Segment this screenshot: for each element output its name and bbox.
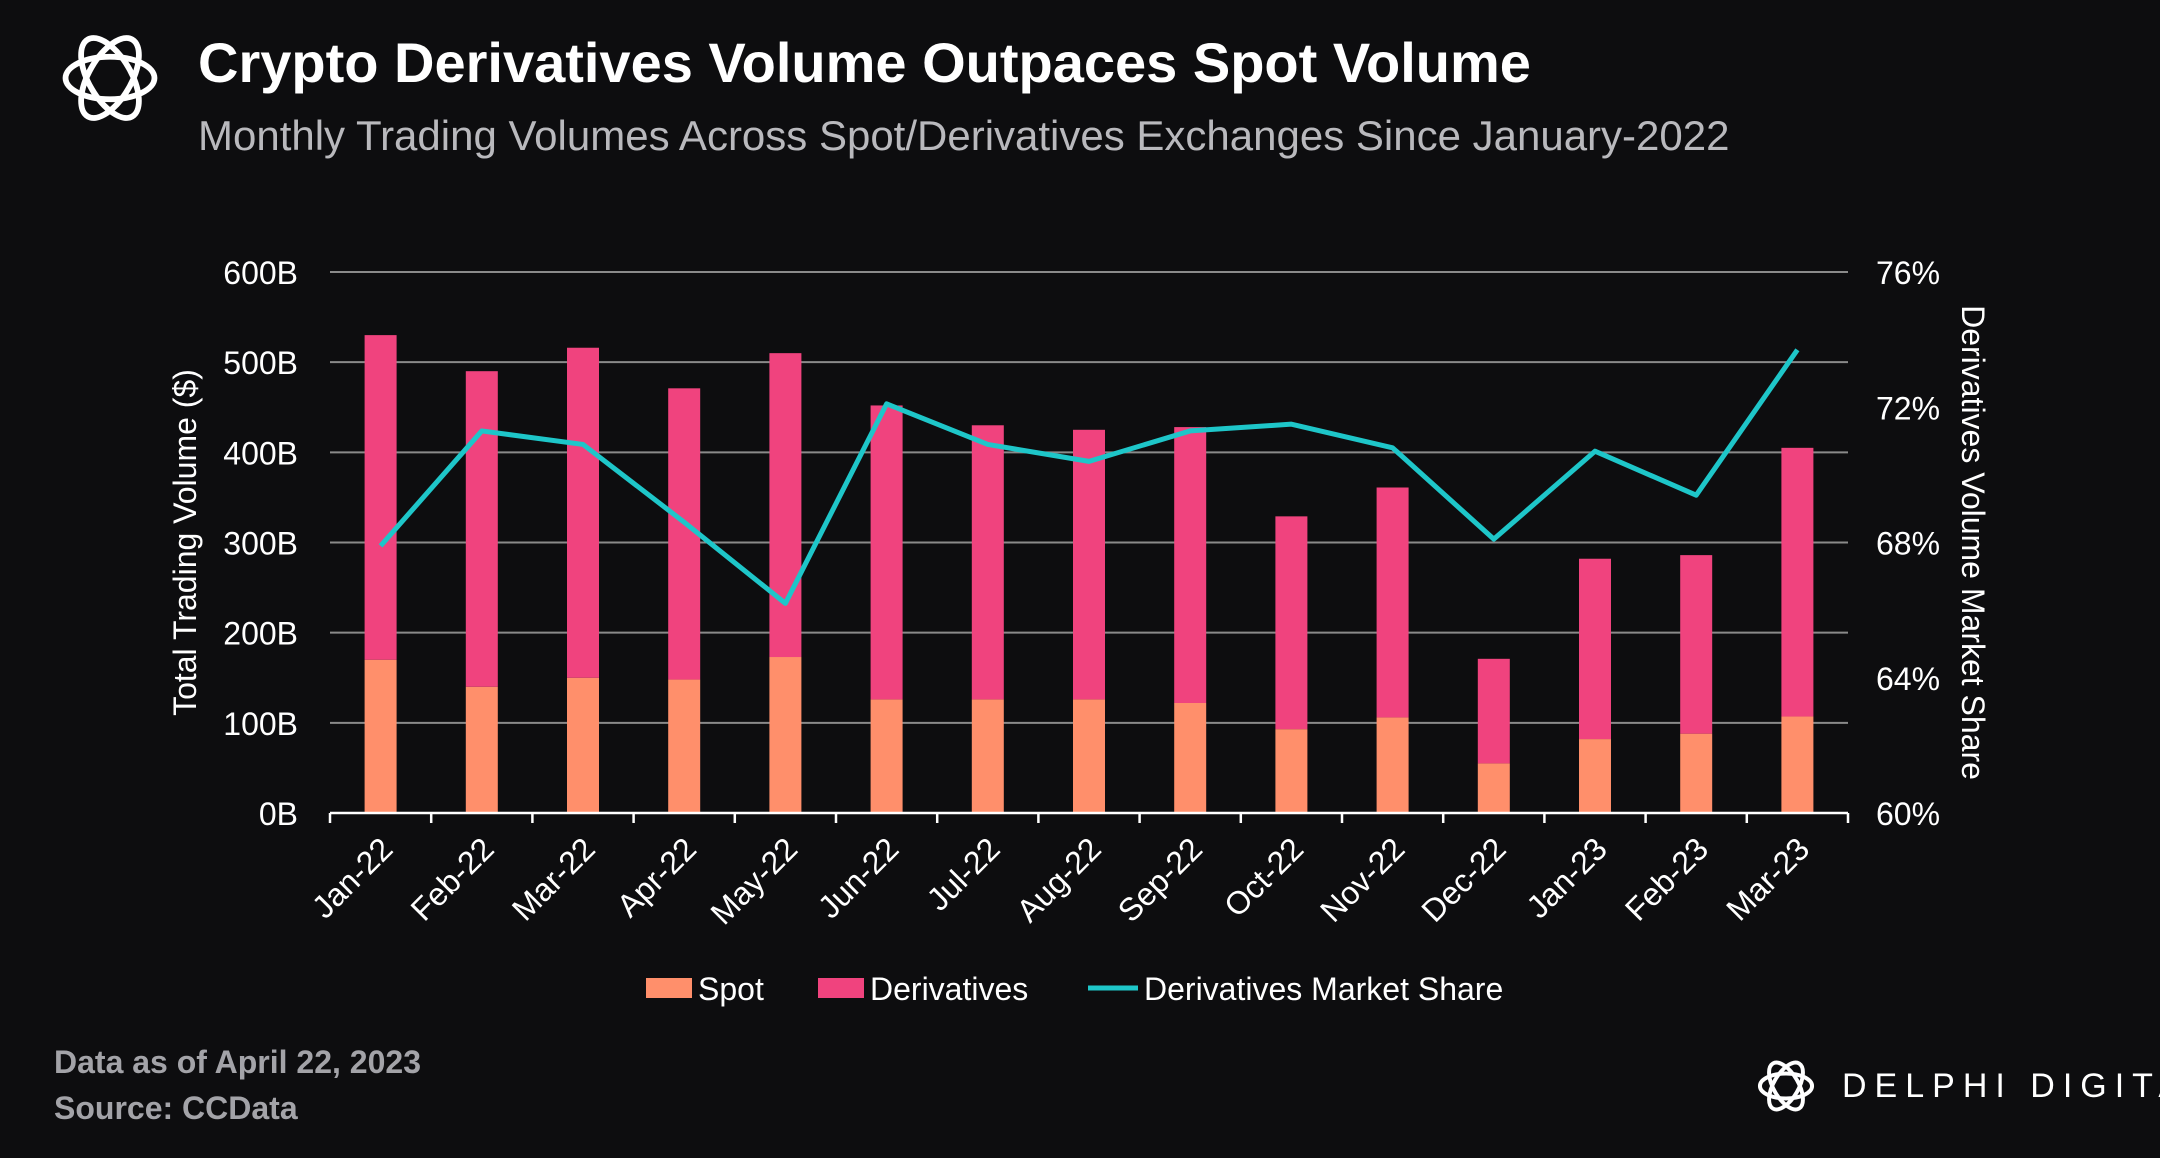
brand-mark: DELPHI DIGITAL	[1752, 1050, 2160, 1122]
bar-spot	[870, 699, 903, 813]
bar-derivatives	[364, 335, 397, 660]
y2-tick-label: 68%	[1876, 526, 1940, 562]
chart-area: 0B 100B 200B 300B 400B 500B 600B 60% 64% 68% 72% 76…	[167, 255, 1991, 1007]
delphi-knot-icon	[1752, 1052, 1820, 1120]
y-tick-label: 300B	[223, 526, 298, 562]
legend-label: Derivatives	[870, 971, 1028, 1007]
y-tick-label: 200B	[223, 616, 298, 652]
bar-derivatives	[1073, 429, 1105, 700]
brand-name: DELPHI DIGITAL	[1842, 1066, 2160, 1105]
bar-spot	[1781, 716, 1814, 813]
delphi-knot-icon	[52, 20, 168, 136]
x-tick-label: Feb-23	[1618, 830, 1715, 927]
bar-derivatives	[567, 347, 599, 678]
y-tick-label: 500B	[223, 345, 298, 381]
bar-derivatives	[1275, 516, 1308, 730]
y-tick-label: 100B	[223, 706, 298, 742]
bar-derivatives	[870, 405, 903, 700]
bar-spot	[668, 679, 701, 813]
bar-spot	[769, 657, 802, 813]
chart-subtitle: Monthly Trading Volumes Across Spot/Deri…	[198, 112, 1730, 159]
bar-derivatives	[971, 425, 1004, 700]
x-tick-label: Mar-23	[1719, 830, 1816, 927]
x-tick-label: May-22	[703, 830, 804, 931]
bar-spot	[1376, 717, 1409, 813]
y-tick-label: 600B	[223, 255, 298, 291]
x-tick-label: Jan-22	[305, 830, 400, 925]
data-as-of-note: Data as of April 22, 2023	[54, 1044, 421, 1080]
source-note: Source: CCData	[54, 1090, 298, 1126]
x-tick-label: Aug-22	[1010, 830, 1108, 928]
bar-spot	[1579, 739, 1611, 813]
bar-derivatives	[1174, 427, 1207, 703]
bar-spot	[465, 686, 498, 813]
chart-title: Crypto Derivatives Volume Outpaces Spot …	[198, 31, 1531, 94]
brand-logo-svg	[1757, 1060, 1815, 1112]
x-tick-label: Jun-22	[811, 830, 906, 925]
x-tick-label: Apr-22	[610, 830, 703, 923]
y-axis-title: Total Trading Volume ($)	[167, 369, 203, 716]
x-tick-label: Mar-22	[505, 830, 602, 927]
y2-tick-label: 76%	[1876, 255, 1940, 291]
x-tick-label: Sep-22	[1111, 830, 1209, 928]
y-tick-label: 400B	[223, 435, 298, 471]
y2-tick-label: 60%	[1876, 796, 1940, 832]
y2-tick-label: 64%	[1876, 661, 1940, 697]
y-tick-label: 0B	[259, 796, 298, 832]
bar-derivatives	[1680, 555, 1713, 734]
bar-spot	[971, 699, 1004, 813]
bar-spot	[1073, 699, 1105, 813]
bar-derivatives	[1781, 447, 1814, 717]
bar-spot	[1174, 702, 1207, 813]
x-tick-label: Feb-22	[404, 830, 501, 927]
legend-label: Derivatives Market Share	[1144, 971, 1503, 1007]
legend-swatch	[818, 978, 864, 998]
x-tick-label: Nov-22	[1313, 830, 1411, 928]
bar-spot	[1477, 763, 1510, 813]
bar-spot	[567, 677, 599, 813]
bar-spot	[364, 659, 397, 813]
bar-spot	[1275, 729, 1308, 813]
x-tick-label: Jul-22	[920, 830, 1007, 917]
bar-derivatives	[1477, 658, 1510, 764]
bar-derivatives	[465, 371, 498, 687]
x-tick-label: Jan-23	[1519, 830, 1614, 925]
y2-tick-label: 72%	[1876, 390, 1940, 426]
x-tick-label: Dec-22	[1414, 830, 1512, 928]
bar-derivatives	[1376, 487, 1409, 718]
bar-derivatives	[769, 353, 802, 658]
legend-swatch	[646, 978, 692, 998]
bar-derivatives	[1579, 558, 1611, 740]
y2-axis-title: Derivatives Volume Market Share	[1955, 305, 1991, 780]
bar-spot	[1680, 733, 1713, 813]
x-tick-label: Oct-22	[1217, 830, 1310, 923]
header-logo-svg	[62, 35, 158, 121]
legend-label: Spot	[698, 971, 764, 1007]
